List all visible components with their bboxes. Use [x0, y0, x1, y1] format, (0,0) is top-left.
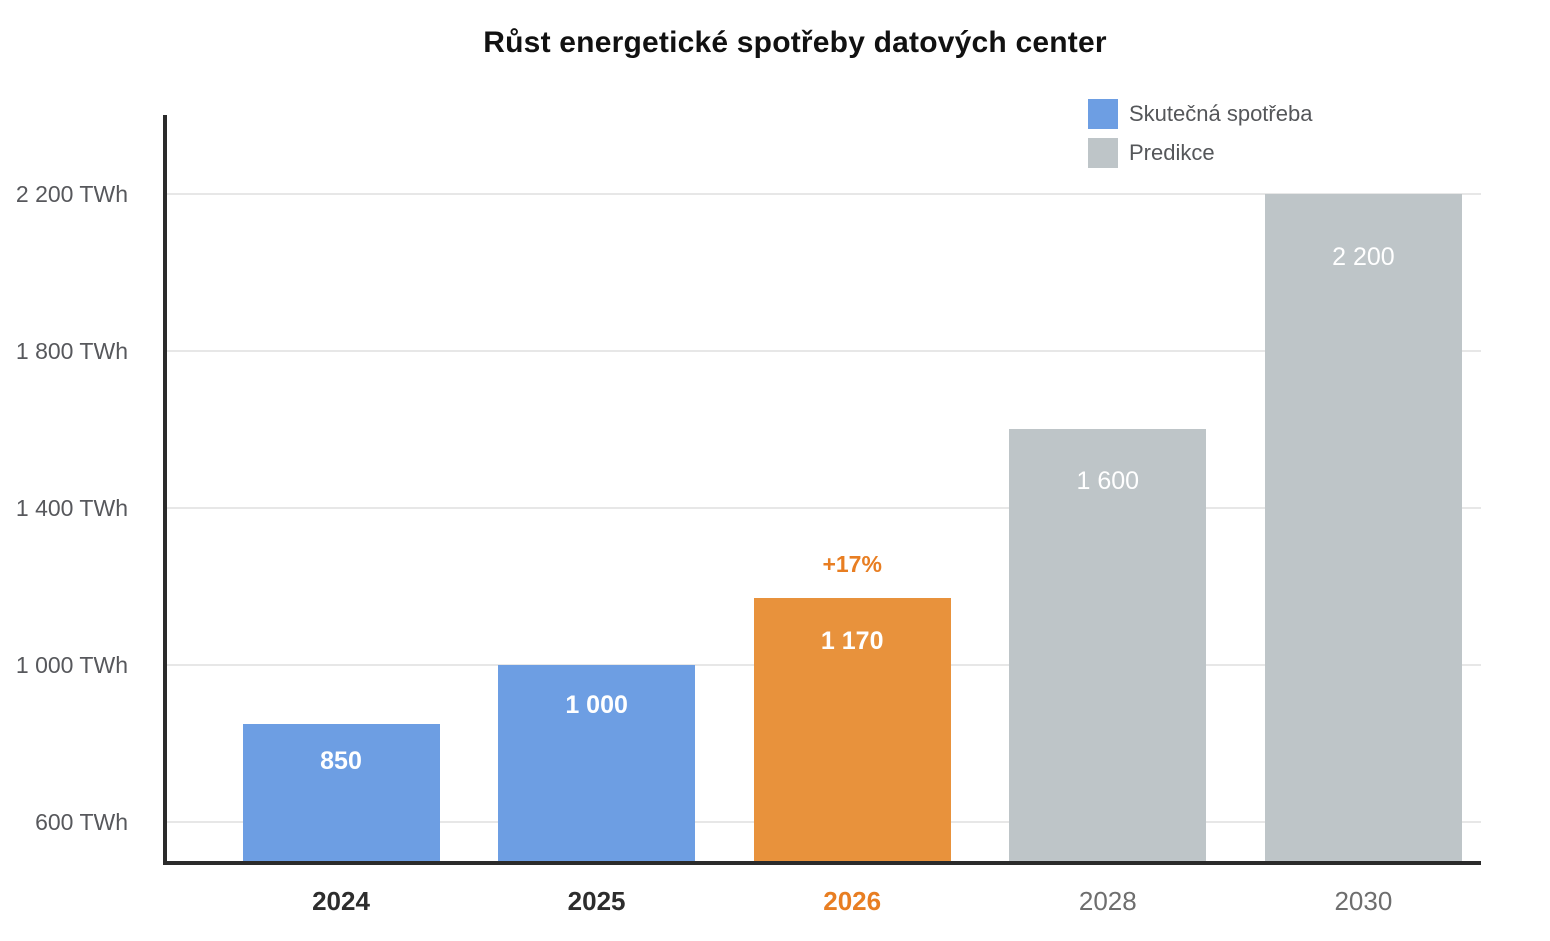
x-axis-label-2030: 2030 [1334, 886, 1393, 916]
y-axis-tick-label: 1 400 TWh [15, 494, 128, 521]
legend-item-actual: Skutečná spotřeba [1088, 99, 1312, 129]
bar-value-label: 1 170 [820, 626, 884, 655]
y-axis-tick-label: 1 000 TWh [15, 651, 128, 678]
x-axis-label-2026: 2026 [823, 886, 882, 916]
bar-value-label: 2 200 [1332, 242, 1395, 271]
y-axis-tick-label: 600 TWh [35, 808, 128, 835]
y-axis-tick-label: 1 800 TWh [15, 337, 128, 364]
gridline [167, 506, 1481, 509]
x-axis-label-2028: 2028 [1078, 886, 1137, 916]
bar-2024: 850 [242, 723, 440, 861]
bar-2030: 2 200 [1264, 193, 1462, 861]
gridline [167, 349, 1481, 352]
legend-swatch-actual [1088, 99, 1118, 129]
legend-label-prediction: Predikce [1129, 140, 1215, 165]
bar-value-label: 850 [320, 746, 362, 775]
bar-2028: 1 600 [1009, 429, 1207, 861]
bar-value-label: 1 000 [565, 690, 628, 719]
bar-2026: 1 170 [753, 597, 951, 861]
x-axis-label-2024: 2024 [312, 886, 370, 916]
growth-annotation: +17% [822, 550, 882, 577]
bar-2025: 1 000 [498, 664, 696, 861]
legend: Skutečná spotřeba Predikce [1088, 99, 1312, 177]
chart-title: Růst energetické spotřeby datových cente… [483, 26, 1107, 59]
plot-area [163, 115, 1481, 865]
gridline [167, 192, 1481, 195]
x-axis-label-2025: 2025 [567, 886, 626, 916]
legend-label-actual: Skutečná spotřeba [1129, 101, 1313, 126]
bar-value-label: 1 600 [1076, 467, 1140, 496]
y-axis-tick-label: 2 200 TWh [15, 180, 128, 207]
legend-item-prediction: Predikce [1088, 138, 1312, 168]
legend-swatch-prediction [1088, 138, 1118, 168]
